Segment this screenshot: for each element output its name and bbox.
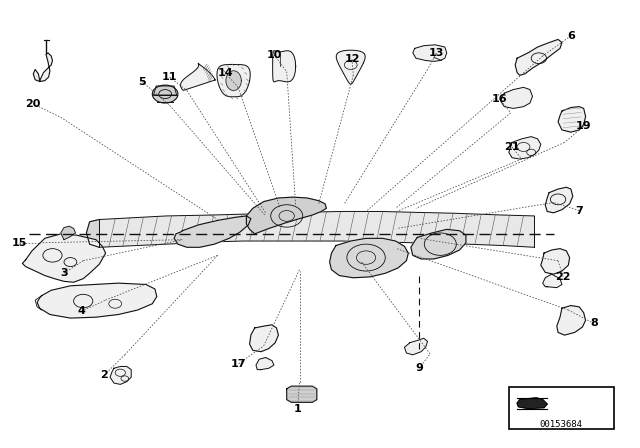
- Polygon shape: [226, 71, 241, 90]
- Polygon shape: [557, 306, 586, 335]
- Polygon shape: [61, 226, 76, 240]
- Polygon shape: [509, 137, 541, 159]
- Text: 15: 15: [12, 238, 27, 248]
- Polygon shape: [558, 107, 586, 132]
- Text: 17: 17: [231, 359, 246, 369]
- Polygon shape: [515, 39, 562, 75]
- Polygon shape: [256, 358, 274, 370]
- Polygon shape: [110, 366, 131, 384]
- Text: 12: 12: [344, 54, 360, 64]
- Text: 1: 1: [294, 404, 301, 414]
- Polygon shape: [411, 229, 466, 259]
- Polygon shape: [217, 65, 250, 97]
- Polygon shape: [99, 211, 534, 247]
- Polygon shape: [22, 234, 106, 282]
- Circle shape: [152, 85, 178, 103]
- Text: 14: 14: [218, 68, 233, 78]
- Polygon shape: [37, 283, 157, 318]
- Text: 7: 7: [575, 206, 583, 215]
- Text: 19: 19: [576, 121, 591, 131]
- Polygon shape: [336, 50, 365, 84]
- Text: 00153684: 00153684: [540, 420, 583, 429]
- Text: 22: 22: [556, 272, 571, 282]
- Text: 21: 21: [504, 142, 520, 152]
- Polygon shape: [404, 338, 428, 355]
- Bar: [509, 387, 614, 429]
- Text: 9: 9: [415, 363, 423, 373]
- Text: 13: 13: [429, 48, 444, 58]
- Polygon shape: [33, 53, 52, 82]
- Text: 8: 8: [590, 319, 598, 328]
- Polygon shape: [545, 187, 573, 213]
- Polygon shape: [287, 386, 317, 402]
- Polygon shape: [330, 238, 408, 278]
- Text: 6: 6: [567, 31, 575, 41]
- Text: 10: 10: [266, 50, 282, 60]
- Text: 4: 4: [77, 306, 85, 316]
- Text: 11: 11: [162, 72, 177, 82]
- Polygon shape: [517, 398, 547, 409]
- Polygon shape: [86, 220, 99, 247]
- Polygon shape: [180, 63, 215, 90]
- Polygon shape: [500, 87, 532, 108]
- Polygon shape: [541, 249, 570, 274]
- Polygon shape: [543, 274, 562, 288]
- Text: 3: 3: [60, 268, 68, 278]
- Polygon shape: [174, 216, 251, 247]
- Polygon shape: [154, 86, 177, 95]
- Text: 2: 2: [100, 370, 108, 380]
- Text: 5: 5: [138, 77, 146, 86]
- Text: 16: 16: [492, 94, 507, 103]
- Text: 20: 20: [26, 99, 41, 109]
- Polygon shape: [246, 197, 326, 234]
- Polygon shape: [250, 325, 278, 352]
- Polygon shape: [413, 45, 447, 61]
- Polygon shape: [273, 51, 296, 82]
